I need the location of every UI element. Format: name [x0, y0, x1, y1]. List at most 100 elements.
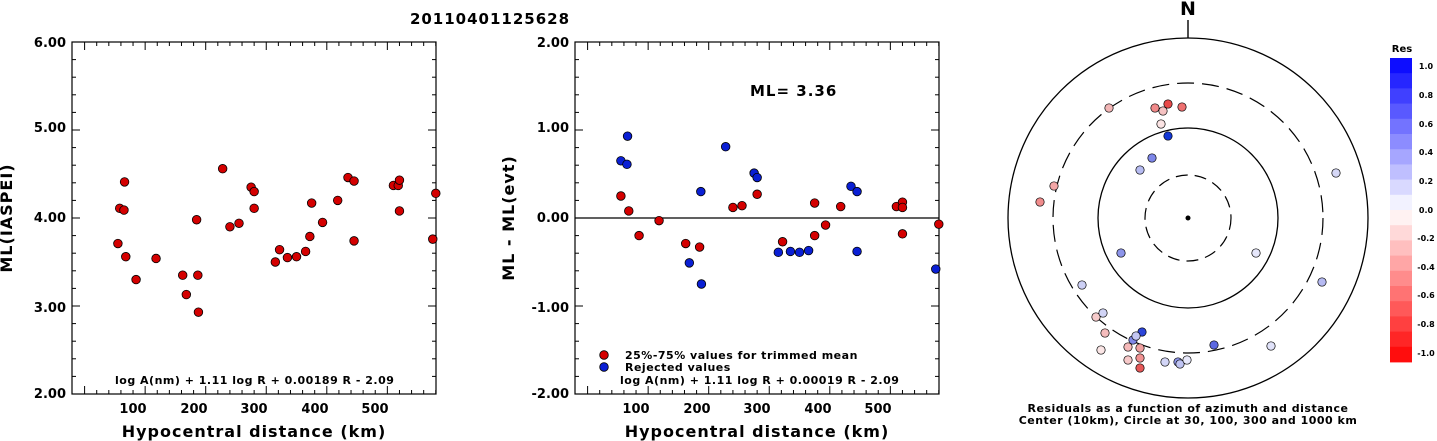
ml-value-label: ML= 3.36: [750, 82, 837, 100]
station-marker: [1135, 363, 1145, 373]
station-marker: [1116, 248, 1126, 258]
legend-rejected-label: Rejected values: [625, 361, 731, 374]
circle-100km: [1097, 127, 1279, 309]
trimmed-point: [934, 219, 944, 229]
colorbar-swatch: [1390, 103, 1412, 120]
colorbar-label: 0.6: [1419, 120, 1434, 129]
station-marker: [1100, 328, 1110, 338]
data-point: [119, 205, 129, 215]
station-marker: [1135, 353, 1145, 363]
colorbar: Res 1.0 0.8 0.6 0.4 0.2 0.0 -0.2 -0.4 -0…: [1390, 44, 1435, 363]
colorbar-swatch: [1390, 255, 1412, 272]
rejected-point: [720, 142, 731, 152]
colorbar-swatch: [1390, 179, 1412, 196]
data-point: [394, 206, 405, 216]
rejected-point: [852, 246, 862, 257]
rejected-point: [931, 264, 941, 274]
middle-plot-ticks: [575, 41, 940, 395]
colorbar-swatch: [1390, 225, 1412, 241]
trimmed-point: [897, 229, 908, 239]
trimmed-point: [897, 202, 908, 213]
trimmed-point: [634, 230, 644, 241]
mid-y-axis-label: ML - ML(evt): [499, 155, 518, 281]
circle-30km: [1144, 174, 1232, 262]
data-point: [274, 244, 285, 255]
data-point: [119, 177, 130, 187]
station-marker: [1175, 359, 1185, 369]
rejected-point: [696, 279, 707, 289]
station-marker: [1098, 308, 1108, 318]
mid-x-axis-label: Hypocentral distance (km): [625, 422, 890, 441]
mid-x-tick-label: 100: [622, 402, 649, 417]
trimmed-point: [809, 198, 820, 208]
rejected-point: [803, 245, 814, 256]
trimmed-point: [835, 201, 846, 212]
station-marker: [1147, 153, 1157, 163]
left-x-tick-label: 100: [119, 402, 146, 417]
station-marker: [1131, 331, 1141, 341]
rejected-point: [696, 186, 706, 197]
left-plot-y-tick-labels: 2.00 3.00 4.00 5.00 6.00: [34, 36, 66, 402]
data-point: [349, 176, 359, 186]
data-point: [217, 164, 228, 174]
data-point: [305, 231, 315, 242]
data-point: [270, 257, 281, 267]
colorbar-label: 0.2: [1419, 177, 1433, 186]
trimmed-point: [680, 238, 691, 249]
station-marker: [1104, 103, 1114, 113]
middle-plot: 100 200 300 400 500 -2.00 -1.00 0.00 1.0…: [499, 36, 944, 441]
mid-x-tick-label: 500: [864, 402, 891, 417]
data-point: [249, 186, 259, 197]
legend: 25%-75% values for trimmed mean Rejected…: [599, 349, 857, 374]
colorbar-swatch: [1390, 73, 1412, 89]
left-plot-points: [113, 164, 441, 317]
middle-plot-y-tick-labels: -2.00 -1.00 0.00 1.00 2.00: [532, 36, 569, 402]
data-point: [225, 222, 235, 232]
colorbar-swatch: [1390, 346, 1412, 363]
left-plot-x-tick-labels: 100 200 300 400 500: [119, 402, 388, 417]
station-marker: [1158, 106, 1168, 116]
left-y-tick-label: 3.00: [34, 301, 66, 316]
colorbar-label: -0.8: [1417, 320, 1435, 329]
rejected-point: [852, 186, 862, 197]
data-point: [113, 238, 123, 249]
station-marker: [1163, 99, 1173, 109]
data-point: [291, 252, 302, 262]
trimmed-point: [752, 189, 762, 199]
left-y-tick-label: 5.00: [34, 121, 66, 136]
data-point: [282, 252, 293, 263]
colorbar-swatch: [1390, 286, 1412, 302]
mid-y-tick-label: 2.00: [537, 36, 569, 51]
legend-rejected-marker: [599, 362, 609, 372]
colorbar-swatch: [1390, 194, 1412, 211]
mid-y-tick-label: -2.00: [532, 387, 569, 402]
station-marker: [1150, 103, 1160, 113]
mid-y-tick-label: -1.00: [532, 301, 569, 316]
left-y-tick-label: 2.00: [34, 387, 66, 402]
station-marker: [1135, 165, 1145, 175]
station-marker: [1331, 168, 1341, 178]
figure-title: 20110401125628: [410, 10, 570, 28]
colorbar-label: -0.6: [1417, 291, 1435, 300]
colorbar-label: -1.0: [1417, 349, 1435, 358]
data-point: [431, 188, 441, 199]
colorbar-label: -0.2: [1417, 234, 1435, 243]
circle-300km: [1052, 82, 1324, 354]
left-formula: log A(nm) + 1.11 log R + 0.00189 R - 2.0…: [115, 374, 394, 387]
data-point: [193, 270, 203, 280]
station-marker: [1163, 131, 1173, 141]
colorbar-label: 0.4: [1419, 148, 1434, 157]
station-marker: [1091, 312, 1101, 322]
mid-y-tick-label: 0.00: [537, 211, 569, 226]
data-point: [131, 274, 141, 285]
station-marker: [1160, 357, 1170, 367]
middle-plot-points: [616, 131, 944, 289]
left-x-tick-label: 300: [240, 402, 267, 417]
colorbar-label: -0.4: [1417, 263, 1435, 272]
data-point: [181, 289, 192, 300]
trimmed-point: [820, 220, 831, 230]
left-x-tick-label: 500: [361, 402, 388, 417]
trimmed-point: [624, 206, 634, 216]
station-marker: [1251, 248, 1261, 258]
mid-formula: log A(nm) + 1.11 log R + 0.00019 R - 2.0…: [620, 374, 899, 387]
